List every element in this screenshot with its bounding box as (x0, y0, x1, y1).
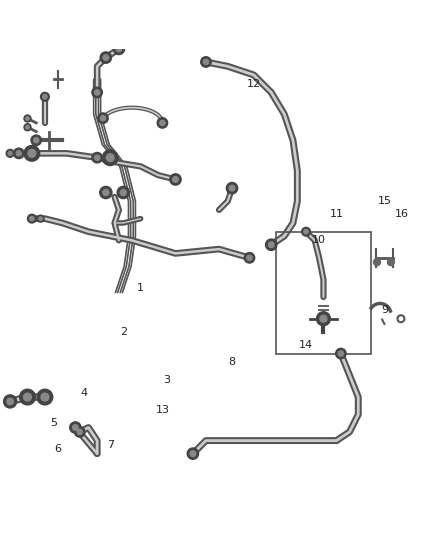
Text: 7: 7 (106, 440, 114, 450)
Circle shape (77, 429, 82, 434)
Circle shape (70, 422, 81, 433)
Text: 15: 15 (378, 196, 392, 206)
Circle shape (302, 228, 311, 236)
Circle shape (8, 151, 12, 155)
Text: 12: 12 (247, 79, 261, 88)
Circle shape (7, 398, 13, 405)
Circle shape (24, 393, 32, 401)
Circle shape (100, 187, 112, 199)
Circle shape (100, 52, 112, 63)
Circle shape (338, 351, 343, 356)
Circle shape (160, 120, 165, 125)
Circle shape (43, 94, 47, 99)
Circle shape (187, 448, 198, 459)
Circle shape (173, 176, 178, 182)
Circle shape (6, 149, 14, 157)
Circle shape (26, 117, 29, 120)
Circle shape (103, 189, 109, 196)
Circle shape (317, 312, 330, 326)
Circle shape (34, 138, 39, 143)
Circle shape (103, 55, 109, 60)
Circle shape (106, 154, 114, 161)
Circle shape (73, 425, 78, 430)
Circle shape (95, 90, 100, 95)
Text: 10: 10 (312, 236, 326, 245)
Circle shape (92, 152, 102, 163)
Circle shape (229, 185, 235, 191)
Circle shape (31, 135, 42, 146)
Circle shape (30, 216, 34, 221)
Circle shape (4, 395, 17, 408)
Text: 16: 16 (395, 209, 409, 219)
Text: 9: 9 (381, 305, 388, 315)
Circle shape (244, 253, 254, 263)
Text: 14: 14 (299, 340, 313, 350)
Text: 11: 11 (329, 209, 343, 219)
Circle shape (24, 146, 40, 161)
Circle shape (28, 214, 36, 223)
Circle shape (14, 148, 24, 158)
Circle shape (74, 426, 85, 437)
Circle shape (247, 255, 252, 261)
Circle shape (203, 59, 208, 64)
Circle shape (37, 389, 53, 405)
Circle shape (117, 187, 129, 199)
Circle shape (100, 116, 106, 121)
Circle shape (16, 151, 21, 156)
Circle shape (226, 182, 238, 194)
Circle shape (102, 150, 118, 166)
Text: 1: 1 (137, 283, 144, 293)
Bar (276, 232, 371, 353)
Circle shape (98, 113, 108, 124)
Circle shape (268, 242, 274, 247)
Circle shape (265, 239, 277, 251)
Circle shape (201, 56, 211, 67)
Circle shape (374, 259, 381, 265)
Circle shape (113, 43, 124, 54)
Circle shape (116, 46, 122, 52)
Text: 2: 2 (120, 327, 127, 337)
Circle shape (304, 230, 308, 234)
Text: 6: 6 (54, 445, 61, 454)
Circle shape (37, 215, 44, 222)
Circle shape (41, 92, 49, 101)
Circle shape (26, 125, 29, 129)
Text: 13: 13 (155, 405, 170, 415)
Circle shape (39, 217, 42, 220)
Circle shape (24, 115, 31, 122)
Text: 3: 3 (163, 375, 170, 385)
Circle shape (20, 389, 35, 405)
Circle shape (41, 393, 49, 401)
Circle shape (336, 349, 346, 359)
Circle shape (320, 315, 327, 322)
Circle shape (95, 155, 100, 160)
Circle shape (190, 451, 196, 456)
Text: 8: 8 (229, 357, 236, 367)
Circle shape (92, 87, 102, 98)
Circle shape (28, 149, 36, 157)
Circle shape (388, 259, 394, 265)
Circle shape (24, 124, 31, 131)
Text: 5: 5 (50, 418, 57, 428)
Text: 4: 4 (81, 387, 88, 398)
Circle shape (157, 118, 168, 128)
Circle shape (170, 174, 181, 185)
Circle shape (120, 189, 126, 196)
